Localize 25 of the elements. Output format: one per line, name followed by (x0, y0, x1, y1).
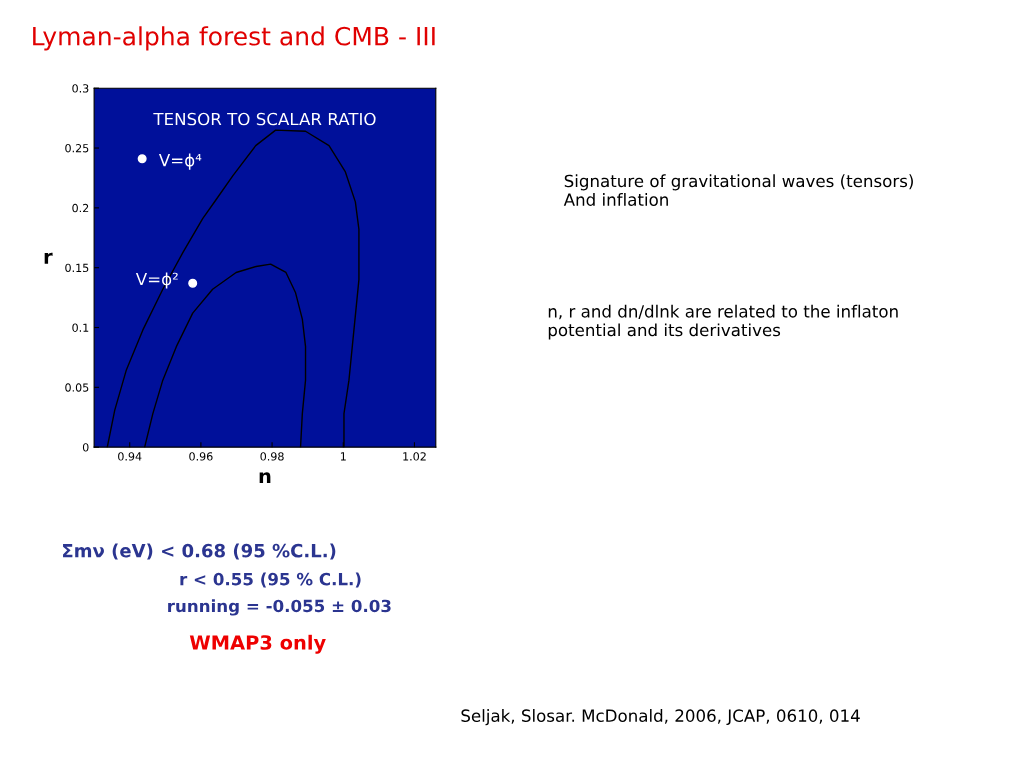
y-tick-label: 0.05 (65, 383, 89, 392)
x-tick-label: 1.02 (403, 452, 426, 461)
x-tick-label: 0.94 (118, 452, 142, 461)
text: Σmν (eV) < 0.68 (95 %C.L.) (63, 543, 336, 560)
chart-title: Lyman-alpha forest and CMB - III (33, 26, 435, 51)
annotation: V=ϕ² (135, 272, 178, 289)
text: running = -0.055 ± 0.03 (168, 599, 391, 616)
y-tick-label: 0.15 (65, 263, 89, 273)
x-tick-label: 1 (340, 452, 346, 461)
text: Signature of gravitational waves (tensors) And inflation (563, 174, 913, 206)
y-tick-label: 0 (82, 443, 89, 452)
y-tick-label: 0.25 (65, 144, 89, 153)
text: r < 0.55 (95 % C.L.) (180, 572, 361, 588)
y-tick-label: 0.3 (72, 84, 89, 93)
text: Seljak, Slosar. McDonald, 2006, JCAP, 0610, 014 (461, 709, 860, 726)
x-axis-title: n (259, 472, 271, 484)
annotation: V=ϕ⁴ (158, 153, 202, 170)
annotation: TENSOR TO SCALAR RATIO (153, 112, 376, 126)
x-tick-label: 0.98 (260, 452, 284, 461)
y-tick-label: 0.2 (72, 203, 89, 213)
text: WMAP3 only (189, 634, 326, 654)
y-tick-label: 0.1 (72, 323, 89, 332)
x-tick-label: 0.96 (189, 452, 213, 461)
y-axis-title: r (44, 252, 53, 264)
text: n, r and dn/dlnk are related to the inflaton potential and its derivatives (548, 304, 898, 340)
